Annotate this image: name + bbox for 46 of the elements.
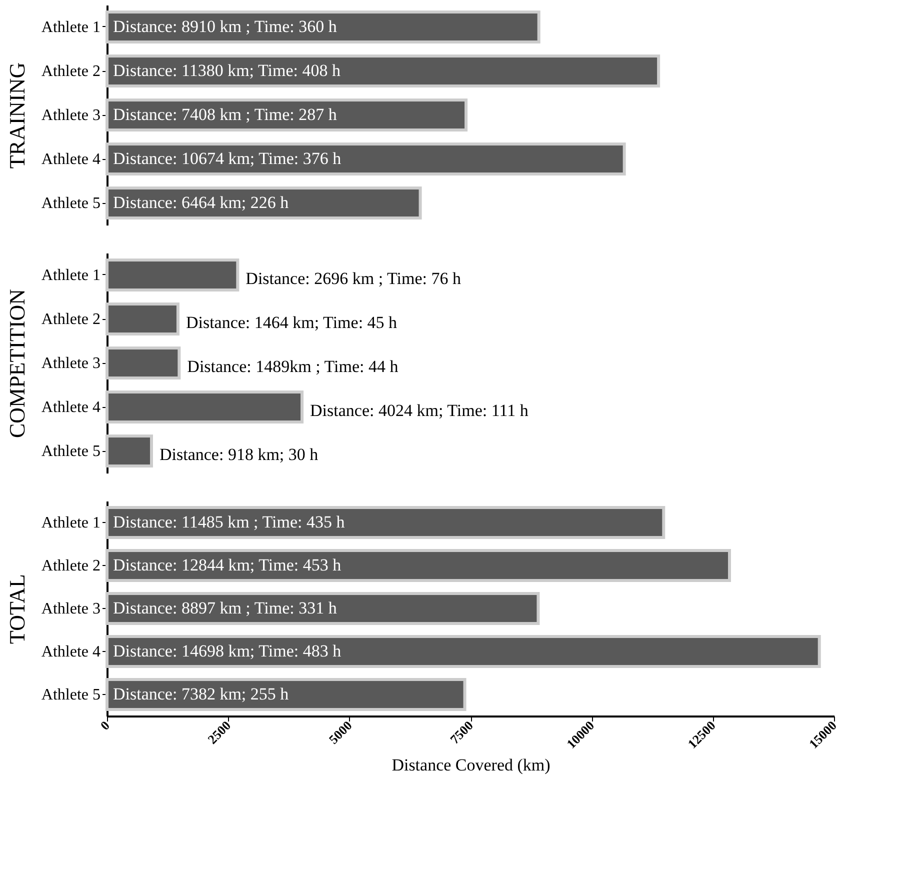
y-tick-label: Athlete 2 (41, 311, 100, 328)
data-label: Distance: 918 km; 30 h (159, 445, 319, 464)
y-tick-label: Athlete 5 (41, 443, 100, 460)
y-tick-label: Athlete 5 (41, 686, 100, 704)
y-axis-title: TRAINING (4, 62, 30, 169)
y-tick-label: Athlete 1 (41, 514, 100, 532)
y-axis-title: COMPETITION (4, 288, 30, 438)
bar (106, 434, 153, 468)
y-tick-label: Athlete 3 (41, 355, 100, 372)
data-label: Distance: 2696 km ; Time: 76 h (246, 269, 462, 288)
bar (106, 302, 180, 336)
y-tick-label: Athlete 5 (41, 195, 100, 212)
data-label: Distance: 7382 km; 255 h (113, 684, 290, 704)
bar (106, 346, 181, 380)
y-tick-label: Athlete 2 (41, 63, 100, 80)
bar (106, 54, 660, 88)
data-label: Distance: 14698 km; Time: 483 h (113, 642, 342, 660)
data-label: Distance: 11485 km ; Time: 435 h (113, 512, 346, 532)
data-label: Distance: 12844 km; Time: 453 h (113, 556, 342, 574)
bar (106, 142, 626, 176)
data-label: Distance: 1464 km; Time: 45 h (186, 313, 398, 332)
x-tick-label: 0 (97, 718, 112, 734)
data-label: Distance: 6464 km; 226 h (113, 193, 290, 212)
y-tick-label: Athlete 3 (41, 107, 100, 124)
x-axis-title: Distance Covered (km) (392, 755, 550, 774)
data-label: Distance: 11380 km; Time: 408 h (113, 61, 341, 80)
y-tick-label: Athlete 2 (41, 558, 100, 574)
bar (106, 98, 468, 132)
y-tick-label: Athlete 1 (41, 19, 100, 36)
y-tick-label: Athlete 1 (41, 267, 100, 284)
bar (106, 10, 540, 44)
y-axis-title: TOTAL (4, 574, 30, 644)
data-label: Distance: 4024 km; Time: 111 h (310, 401, 529, 420)
x-tick-label: 7500 (446, 718, 476, 747)
data-label: Distance: 1489km ; Time: 44 h (187, 357, 399, 376)
bar (106, 186, 422, 220)
y-tick-label: Athlete 4 (41, 399, 100, 416)
bar (106, 258, 240, 292)
y-tick-label: Athlete 3 (41, 600, 100, 618)
y-tick-label: Athlete 4 (41, 151, 100, 168)
bar (106, 390, 304, 424)
data-label: Distance: 8897 km ; Time: 331 h (113, 598, 338, 618)
data-label: Distance: 8910 km ; Time: 360 h (113, 17, 338, 36)
data-label: Distance: 7408 km ; Time: 287 h (113, 105, 338, 124)
y-tick-label: Athlete 4 (41, 644, 100, 660)
data-label: Distance: 10674 km; Time: 376 h (113, 149, 342, 168)
